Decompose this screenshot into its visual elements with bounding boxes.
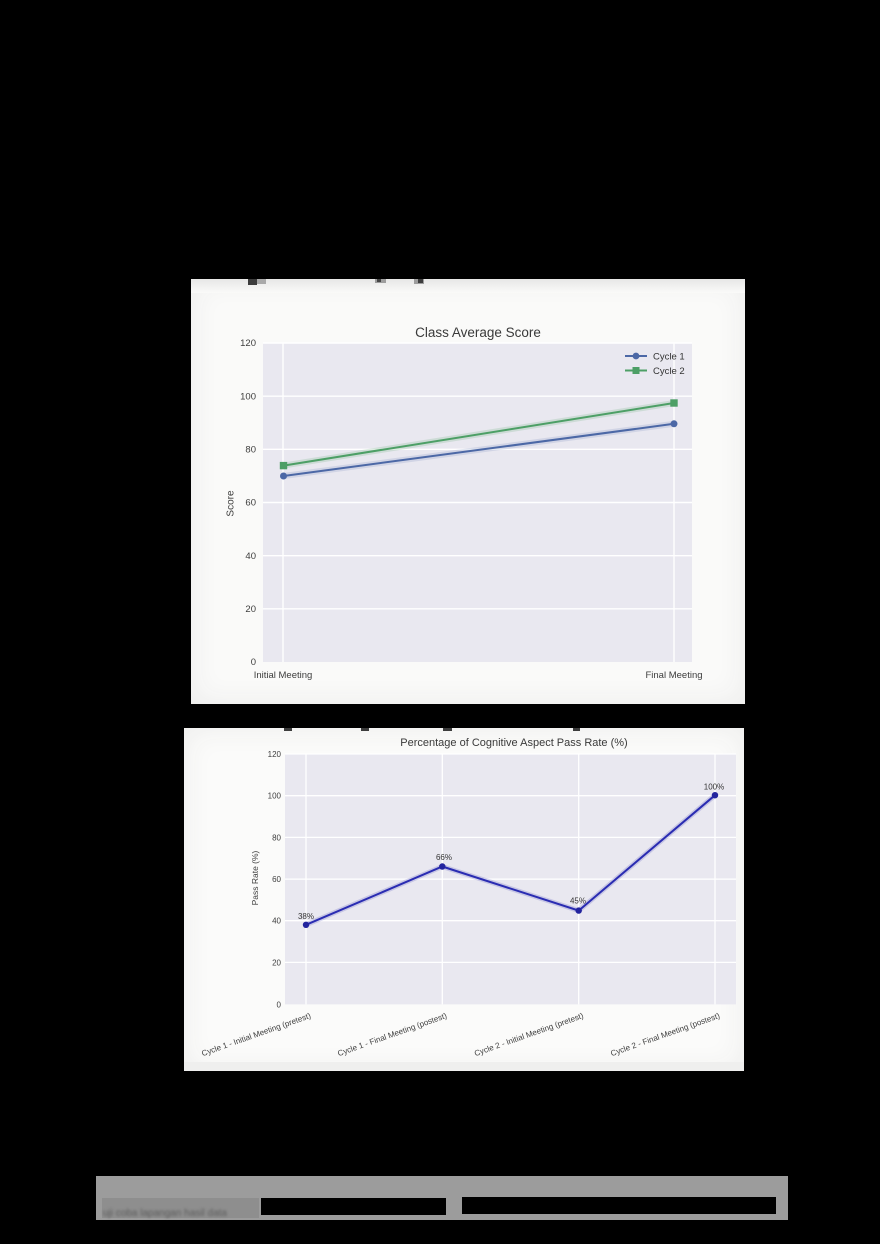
svg-text:Pass Rate (%): Pass Rate (%) xyxy=(250,850,260,905)
svg-text:80: 80 xyxy=(245,445,256,456)
svg-text:Cycle 2: Cycle 2 xyxy=(653,366,685,377)
svg-text:Initial Meeting: Initial Meeting xyxy=(254,670,313,681)
svg-text:40: 40 xyxy=(245,551,256,562)
svg-text:Cycle 1 - Final Meeting (poste: Cycle 1 - Final Meeting (postest) xyxy=(336,1011,448,1058)
svg-text:40: 40 xyxy=(272,917,281,926)
svg-text:Final Meeting: Final Meeting xyxy=(645,670,702,681)
svg-text:Cycle 1: Cycle 1 xyxy=(653,352,685,363)
svg-text:80: 80 xyxy=(272,833,281,842)
svg-text:20: 20 xyxy=(245,604,256,615)
svg-text:60: 60 xyxy=(272,875,281,884)
svg-text:Percentage of Cognitive Aspect: Percentage of Cognitive Aspect Pass Rate… xyxy=(400,737,627,749)
svg-text:100: 100 xyxy=(240,391,256,402)
svg-text:66%: 66% xyxy=(436,853,452,862)
svg-text:120: 120 xyxy=(240,338,256,349)
svg-text:38%: 38% xyxy=(298,912,314,921)
svg-text:0: 0 xyxy=(251,657,256,668)
svg-text:Cycle 2 - Final Meeting (poste: Cycle 2 - Final Meeting (postest) xyxy=(609,1011,721,1058)
svg-text:20: 20 xyxy=(272,958,281,967)
svg-text:Score: Score xyxy=(226,490,237,517)
svg-text:Cycle 2 - Initial Meeting (pre: Cycle 2 - Initial Meeting (pretest) xyxy=(473,1011,585,1058)
svg-text:120: 120 xyxy=(268,750,282,759)
svg-text:60: 60 xyxy=(245,498,256,509)
svg-text:Cycle 1 - Initial Meeting (pre: Cycle 1 - Initial Meeting (pretest) xyxy=(200,1011,312,1058)
svg-text:45%: 45% xyxy=(570,897,586,906)
svg-text:Class Average Score: Class Average Score xyxy=(415,325,541,340)
svg-text:0: 0 xyxy=(277,1000,282,1009)
svg-text:100%: 100% xyxy=(704,783,724,792)
svg-text:100: 100 xyxy=(268,792,282,801)
